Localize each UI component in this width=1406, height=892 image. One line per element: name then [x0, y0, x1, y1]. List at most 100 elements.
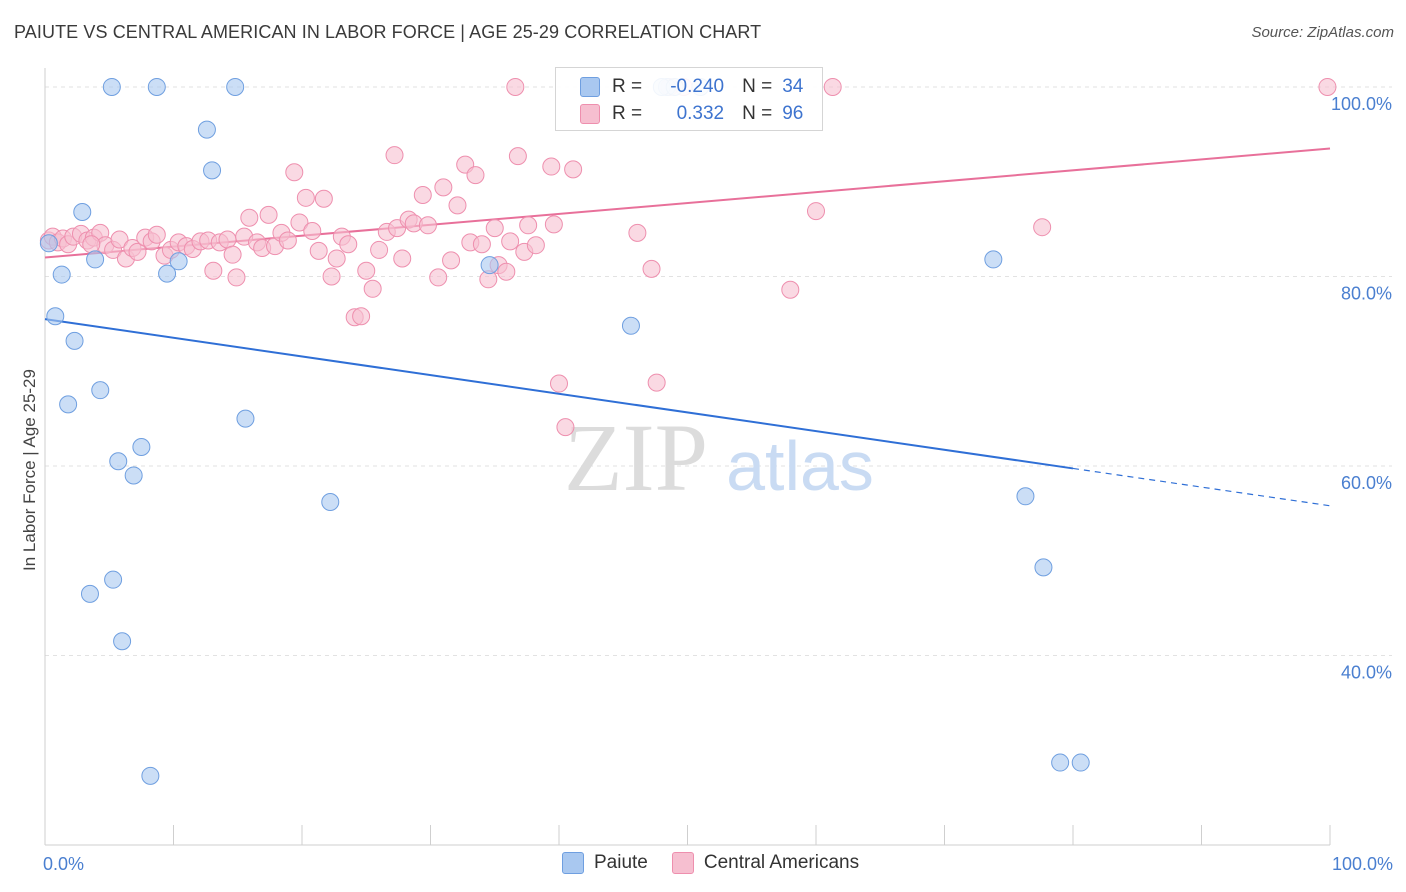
data-point — [564, 160, 583, 179]
data-point — [102, 77, 121, 96]
legend-row-paiute: R = -0.240 N = 34 — [580, 74, 803, 100]
data-point — [544, 215, 563, 234]
data-point — [290, 213, 309, 232]
data-point — [285, 163, 304, 182]
data-point — [322, 267, 341, 286]
legend-swatch-paiute — [580, 77, 600, 97]
data-point — [321, 492, 340, 511]
trend-line-extension — [1072, 467, 1331, 507]
series-legend-central-americans[interactable]: Central Americans — [671, 852, 860, 874]
data-point — [226, 77, 245, 96]
y-tick-label: 100.0% — [1331, 94, 1392, 114]
series-legend-paiute[interactable]: Paiute — [562, 852, 648, 874]
data-point — [429, 268, 448, 287]
data-point — [110, 230, 129, 249]
data-point — [1033, 218, 1052, 237]
data-point — [278, 231, 297, 250]
legend-r-label: R = — [612, 76, 643, 97]
x-tick-label: 100.0% — [1332, 854, 1393, 874]
series-legend: Paiute Central Americans — [562, 852, 883, 874]
x-tick-label: 0.0% — [43, 854, 84, 874]
data-point — [147, 225, 166, 244]
data-point — [218, 230, 237, 249]
data-point — [141, 766, 160, 785]
data-point — [393, 249, 412, 268]
correlation-legend: R = -0.240 N = 34 R = 0.332 N = 96 — [555, 67, 823, 131]
series-swatch-central-americans — [671, 852, 694, 874]
data-point — [1071, 753, 1090, 772]
series-label-central-americans: Central Americans — [703, 852, 860, 873]
data-point — [91, 381, 110, 400]
data-point — [519, 216, 538, 235]
data-point — [82, 235, 101, 254]
data-point — [542, 157, 561, 176]
data-point — [526, 236, 545, 255]
data-point — [169, 252, 188, 271]
data-point — [124, 466, 143, 485]
data-point — [621, 316, 640, 335]
y-tick-label: 40.0% — [1341, 662, 1392, 682]
legend-swatch-central-americans — [580, 104, 600, 124]
watermark-atlas: atlas — [726, 427, 874, 505]
data-point — [204, 261, 223, 280]
data-point — [442, 251, 461, 270]
data-point — [296, 188, 315, 207]
data-point — [1051, 753, 1070, 772]
data-point — [314, 189, 333, 208]
data-point — [434, 178, 453, 197]
data-points — [39, 77, 1337, 785]
data-point — [223, 245, 242, 264]
data-point — [506, 77, 525, 96]
data-point — [466, 166, 485, 185]
data-point — [550, 374, 568, 393]
data-point — [203, 161, 222, 180]
data-point — [1034, 558, 1053, 577]
data-point — [197, 120, 216, 139]
series-swatch-paiute — [562, 852, 584, 874]
legend-r-label: R = — [612, 103, 643, 124]
data-point — [984, 250, 1003, 269]
data-point — [309, 241, 328, 260]
data-point — [352, 307, 371, 326]
data-point — [113, 632, 132, 651]
data-point — [480, 256, 499, 275]
legend-r-value-paiute: -0.240 — [670, 76, 725, 97]
data-point — [52, 265, 71, 284]
data-point — [1318, 77, 1337, 96]
legend-r-value-central-americans: 0.332 — [676, 103, 725, 124]
data-point — [80, 584, 99, 603]
data-point — [109, 452, 128, 471]
data-point — [339, 235, 358, 254]
tick-labels: 40.0% 60.0% 80.0% 100.0% 0.0% 100.0% — [43, 94, 1393, 874]
data-point — [357, 261, 376, 280]
data-point — [823, 77, 842, 96]
data-point — [363, 279, 382, 298]
data-point — [327, 249, 346, 268]
data-point — [642, 259, 661, 278]
y-tick-label: 60.0% — [1341, 473, 1392, 493]
series-label-paiute: Paiute — [594, 852, 648, 873]
data-point — [1016, 487, 1035, 506]
legend-n-value-central-americans: 96 — [782, 103, 804, 124]
chart-title: PAIUTE VS CENTRAL AMERICAN IN LABOR FORC… — [14, 22, 762, 42]
data-point — [556, 418, 575, 437]
data-point — [132, 438, 151, 457]
data-point — [448, 196, 467, 215]
watermark: ZIP atlas — [564, 404, 874, 511]
axes — [44, 68, 1331, 846]
data-point — [227, 268, 246, 287]
data-point — [385, 146, 404, 165]
data-point — [781, 280, 800, 299]
legend-n-label: N = — [742, 103, 773, 124]
watermark-zip: ZIP — [564, 404, 708, 511]
data-point — [65, 331, 84, 350]
data-point — [418, 216, 437, 235]
data-point — [413, 185, 432, 204]
data-point — [39, 234, 58, 253]
data-point — [73, 203, 92, 222]
data-point — [807, 202, 825, 221]
data-point — [86, 250, 105, 269]
source-label: Source: ZipAtlas.com — [1251, 24, 1394, 41]
legend-n-label: N = — [742, 76, 773, 97]
